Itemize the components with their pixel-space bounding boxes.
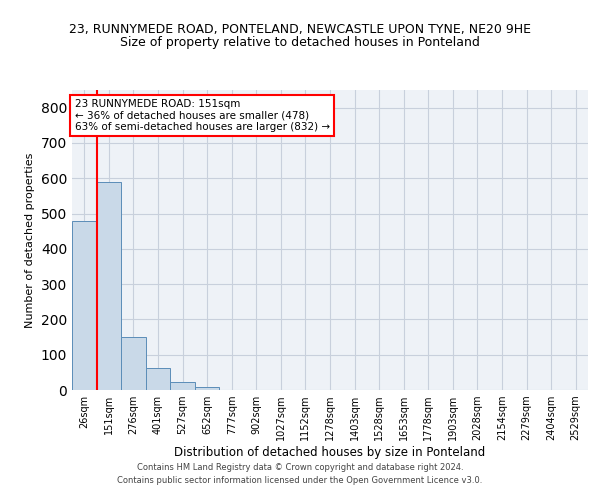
Text: 23 RUNNYMEDE ROAD: 151sqm
← 36% of detached houses are smaller (478)
63% of semi: 23 RUNNYMEDE ROAD: 151sqm ← 36% of detac… xyxy=(74,99,330,132)
Text: Contains public sector information licensed under the Open Government Licence v3: Contains public sector information licen… xyxy=(118,476,482,485)
Bar xyxy=(72,220,97,390)
Bar xyxy=(195,387,220,390)
Bar xyxy=(121,337,146,390)
Y-axis label: Number of detached properties: Number of detached properties xyxy=(25,152,35,328)
Bar xyxy=(97,182,121,390)
Bar xyxy=(146,368,170,390)
Bar xyxy=(170,382,195,390)
Text: 23, RUNNYMEDE ROAD, PONTELAND, NEWCASTLE UPON TYNE, NE20 9HE: 23, RUNNYMEDE ROAD, PONTELAND, NEWCASTLE… xyxy=(69,22,531,36)
Text: Contains HM Land Registry data © Crown copyright and database right 2024.: Contains HM Land Registry data © Crown c… xyxy=(137,464,463,472)
Text: Size of property relative to detached houses in Ponteland: Size of property relative to detached ho… xyxy=(120,36,480,49)
X-axis label: Distribution of detached houses by size in Ponteland: Distribution of detached houses by size … xyxy=(175,446,485,459)
